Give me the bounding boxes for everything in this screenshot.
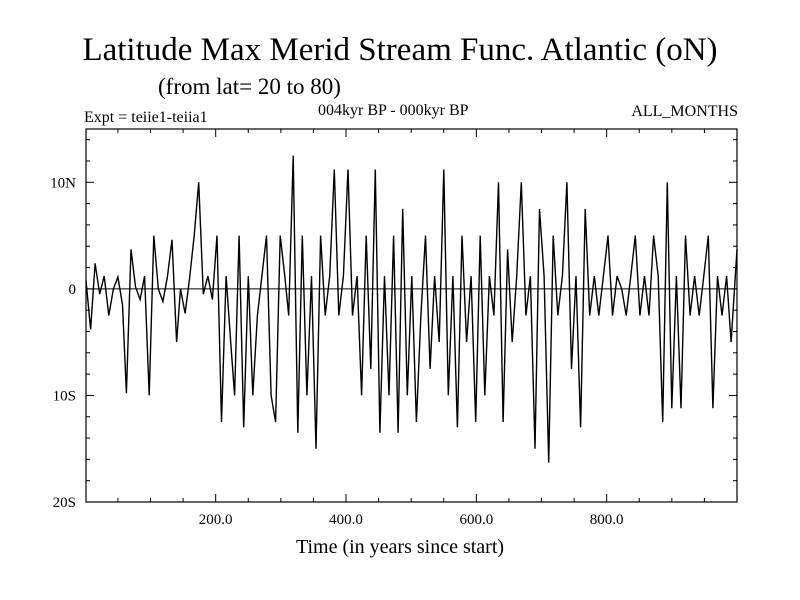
x-tick-label: 600.0 — [459, 512, 493, 528]
series-line — [85, 155, 738, 463]
experiment-label: Expt = teiie1-teiia1 — [84, 109, 208, 126]
period-label: 004kyr BP - 000kyr BP — [318, 102, 469, 119]
x-tick-label: 400.0 — [329, 512, 363, 528]
months-label: ALL_MONTHS — [631, 103, 738, 120]
chart-subtitle: (from lat= 20 to 80) — [158, 74, 341, 99]
x-tick-label: 800.0 — [590, 512, 624, 528]
y-tick-label: 0 — [69, 282, 77, 298]
x-tick-label: 200.0 — [199, 512, 233, 528]
y-tick-label: 20S — [53, 495, 76, 511]
y-tick-label: 10S — [53, 388, 76, 404]
x-axis-title: Time (in years since start) — [295, 536, 505, 558]
chart-title: Latitude Max Merid Stream Func. Atlantic… — [82, 32, 718, 68]
y-tick-label: 10N — [50, 175, 76, 191]
